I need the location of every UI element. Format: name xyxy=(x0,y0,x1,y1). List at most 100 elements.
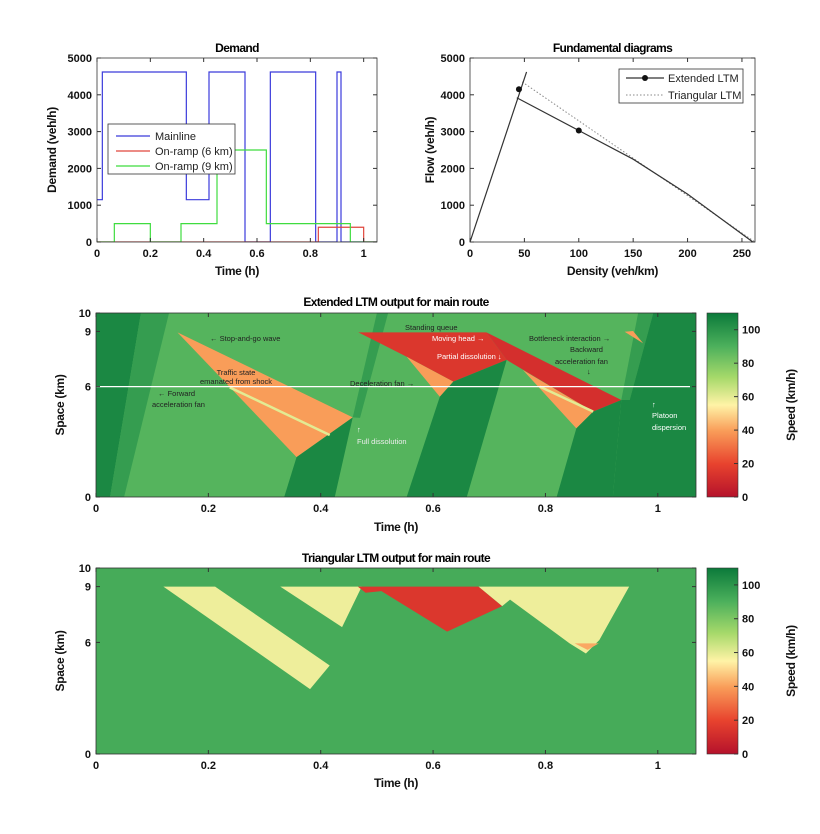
x-tick-label: 0.8 xyxy=(538,760,553,772)
annotation: Traffic state xyxy=(217,368,256,377)
legend-entry: Extended LTM xyxy=(668,73,739,85)
y-axis-label: Space (km) xyxy=(53,374,67,435)
series-line-2 xyxy=(97,149,377,242)
y-tick-label: 0 xyxy=(85,492,91,504)
colorbar-tick-label: 60 xyxy=(742,392,754,404)
x-tick-label: 0.6 xyxy=(249,248,264,260)
colorbar-label: Speed (km/h) xyxy=(784,369,798,441)
speed-region-5 xyxy=(358,332,507,382)
colorbar-tick-label: 20 xyxy=(742,715,754,727)
y-tick-label: 9 xyxy=(85,582,91,594)
x-tick-label: 1 xyxy=(655,760,661,772)
x-tick-label: 250 xyxy=(733,248,751,260)
speed-region-1 xyxy=(280,586,362,628)
speed-region-10 xyxy=(556,400,622,497)
x-tick-label: 200 xyxy=(678,248,696,260)
x-tick-label: 1 xyxy=(655,503,661,515)
speed-region-2 xyxy=(357,586,503,632)
extended-ltm-marker xyxy=(575,127,582,134)
y-tick-label: 9 xyxy=(85,326,91,338)
annotation: Bottleneck interaction → xyxy=(529,334,610,343)
y-tick-label: 4000 xyxy=(441,90,465,102)
annotation: Standing queue xyxy=(405,323,458,332)
legend-entry: On-ramp (9 km) xyxy=(155,161,233,173)
speed-region-12 xyxy=(612,313,696,497)
x-axis-label: Time (h) xyxy=(215,264,259,278)
colorbar-tick-label: 40 xyxy=(742,425,754,437)
axes-frame xyxy=(469,57,756,243)
y-tick-label: 3000 xyxy=(68,127,92,139)
y-axis-label: Flow (veh/h) xyxy=(423,117,437,184)
annotation: Platoon xyxy=(652,411,677,420)
speed-region-13 xyxy=(624,331,644,344)
y-tick-label: 6 xyxy=(85,382,91,394)
colorbar-tick-label: 20 xyxy=(742,459,754,471)
legend xyxy=(618,68,744,104)
annotation: ← Forward xyxy=(158,389,195,398)
speed-region-1 xyxy=(110,313,170,497)
x-tick-label: 0.6 xyxy=(425,503,440,515)
annotation: ↓ xyxy=(587,367,591,376)
axes-frame xyxy=(95,567,697,755)
colorbar-tick-label: 60 xyxy=(742,648,754,660)
x-tick-label: 100 xyxy=(570,248,588,260)
x-axis-label: Time (h) xyxy=(374,776,418,790)
x-tick-label: 0.6 xyxy=(425,760,440,772)
speed-region-3 xyxy=(478,586,630,654)
annotation: dispersion xyxy=(652,423,686,432)
colorbar-tick-label: 100 xyxy=(742,580,760,592)
y-tick-label: 2000 xyxy=(68,163,92,175)
y-tick-label: 1000 xyxy=(441,200,465,212)
y-tick-label: 0 xyxy=(459,237,465,249)
x-tick-label: 150 xyxy=(624,248,642,260)
x-tick-label: 0 xyxy=(467,248,473,260)
y-tick-label: 3000 xyxy=(441,127,465,139)
x-tick-label: 1 xyxy=(361,248,367,260)
x-axis-label: Density (veh/km) xyxy=(567,264,659,278)
annotation: acceleration fan xyxy=(555,357,608,366)
y-tick-label: 0 xyxy=(86,237,92,249)
colorbar-tick-label: 100 xyxy=(742,325,760,337)
legend-entry: Triangular LTM xyxy=(668,90,741,102)
colorbar-tick-label: 80 xyxy=(742,614,754,626)
colorbar-tick-label: 40 xyxy=(742,681,754,693)
x-tick-label: 0.4 xyxy=(196,248,212,260)
series-line-0 xyxy=(97,71,377,242)
annotation: ↑ xyxy=(652,400,656,409)
annotation: Deceleration fan → xyxy=(350,379,414,388)
x-tick-label: 0.4 xyxy=(313,503,329,515)
colorbar-tick-label: 0 xyxy=(742,749,748,761)
annotation: ← Stop-and-go wave xyxy=(210,334,280,343)
x-tick-label: 0.2 xyxy=(143,248,158,260)
y-tick-label: 4000 xyxy=(68,90,92,102)
colorbar xyxy=(706,567,739,755)
x-axis-label: Time (h) xyxy=(374,520,418,534)
y-axis-label: Demand (veh/h) xyxy=(45,107,59,193)
y-tick-label: 0 xyxy=(85,749,91,761)
speed-region-8 xyxy=(522,370,594,429)
y-tick-label: 1000 xyxy=(68,200,92,212)
x-tick-label: 0.8 xyxy=(538,503,553,515)
legend-marker xyxy=(642,75,648,81)
extended-ltm-marker xyxy=(515,86,522,93)
y-axis-label: Space (km) xyxy=(53,630,67,691)
y-tick-label: 6 xyxy=(85,637,91,649)
x-tick-label: 0.2 xyxy=(201,760,216,772)
chart-title: Fundamental diagrams xyxy=(553,41,673,55)
y-tick-label: 10 xyxy=(79,308,91,320)
axes-frame xyxy=(95,312,697,498)
speed-ridge-1 xyxy=(539,385,594,413)
series-line-1 xyxy=(97,226,377,242)
colorbar-label: Speed (km/h) xyxy=(784,625,798,697)
axes-frame xyxy=(96,57,378,243)
extended-ltm-line xyxy=(516,97,754,242)
chart-title: Demand xyxy=(215,41,259,55)
x-tick-label: 0 xyxy=(93,760,99,772)
speed-region-11 xyxy=(621,313,654,401)
y-tick-label: 2000 xyxy=(441,163,465,175)
x-tick-label: 0.8 xyxy=(303,248,318,260)
speed-ridge-0 xyxy=(229,386,331,437)
free-flow-branch-line xyxy=(470,71,528,242)
chart-title: Extended LTM output for main route xyxy=(303,295,489,309)
